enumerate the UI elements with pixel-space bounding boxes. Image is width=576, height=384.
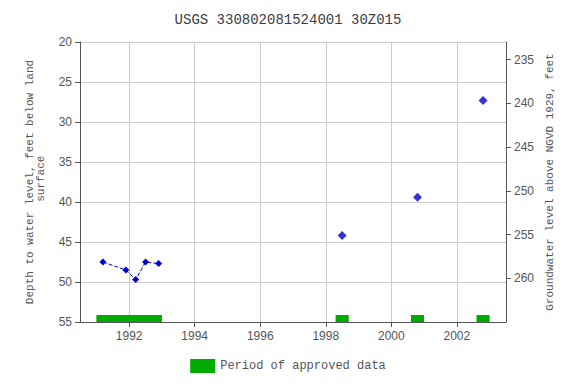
svg-text:surface: surface: [35, 156, 47, 209]
svg-text:245: 245: [514, 140, 534, 154]
svg-text:25: 25: [59, 75, 73, 89]
svg-text:50: 50: [59, 275, 73, 289]
svg-text:255: 255: [514, 228, 534, 242]
svg-text:1992: 1992: [116, 329, 143, 343]
svg-text:2002: 2002: [443, 329, 470, 343]
svg-text:2000: 2000: [378, 329, 405, 343]
svg-text:Groundwater level above NGVD 1: Groundwater level above NGVD 1929, feet: [544, 53, 556, 310]
svg-text:20: 20: [59, 35, 73, 49]
svg-text:Period of approved data: Period of approved data: [220, 359, 386, 373]
svg-text:55: 55: [59, 315, 73, 329]
svg-text:Depth to water level, feet bel: Depth to water level, feet below land: [23, 59, 36, 305]
svg-text:250: 250: [514, 184, 534, 198]
svg-text:260: 260: [514, 271, 534, 285]
svg-text:1998: 1998: [312, 329, 339, 343]
svg-text:240: 240: [514, 96, 534, 110]
svg-text:USGS 330802081524001 30Z015: USGS 330802081524001 30Z015: [175, 12, 402, 28]
svg-text:45: 45: [59, 235, 73, 249]
svg-text:30: 30: [59, 115, 73, 129]
svg-text:235: 235: [514, 53, 534, 67]
svg-text:40: 40: [59, 195, 73, 209]
svg-text:1996: 1996: [247, 329, 274, 343]
svg-text:35: 35: [59, 155, 73, 169]
svg-text:1994: 1994: [181, 329, 208, 343]
